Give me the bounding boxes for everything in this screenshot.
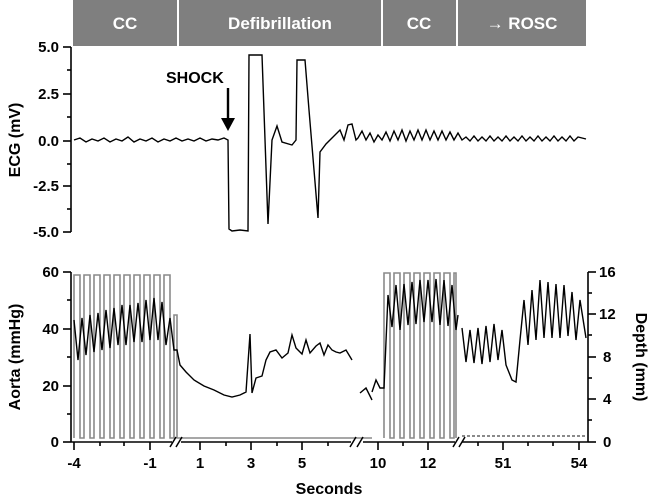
x-tick-label: 10	[370, 455, 387, 472]
aorta-y-ticks	[63, 271, 71, 443]
phase-box-defibrillation	[179, 0, 381, 46]
aorta-trace	[73, 278, 587, 401]
x-tick-label: 51	[495, 455, 512, 472]
axis-break-mark	[356, 436, 364, 448]
aorta-y-tick-label: 0	[51, 434, 59, 451]
aorta-y-tick-label: 60	[42, 264, 59, 281]
depth-y-ticks	[588, 271, 596, 443]
phase-label-cc-1: CC	[113, 14, 138, 33]
ecg-y-tick-label: -2.5	[33, 178, 59, 195]
shock-annotation: SHOCK	[166, 70, 224, 87]
x-tick-label: 3	[247, 455, 255, 472]
depth-y-tick-label: 0	[603, 434, 611, 451]
x-tick-label: -4	[67, 455, 81, 472]
phase-label-defibrillation: Defibrillation	[228, 14, 332, 33]
depth-y-tick-label: 12	[599, 306, 616, 323]
phase-box-cc-1	[73, 0, 177, 46]
axis-break-mark	[458, 436, 466, 448]
phase-label-rosc: → ROSC	[487, 14, 558, 33]
ecg-y-tick-label: 5.0	[38, 39, 59, 56]
ecg-trace	[73, 54, 587, 232]
axis-break-mark	[452, 436, 460, 448]
aorta-y-tick-label: 20	[42, 378, 59, 395]
x-tick-label: -1	[143, 455, 156, 472]
depth-trace	[73, 272, 457, 439]
x-axis-break-marks	[169, 436, 466, 448]
x-tick-label: 5	[298, 455, 306, 472]
axis-break-mark	[175, 436, 183, 448]
phase-box-cc-2	[383, 0, 456, 46]
ecg-y-ticks	[63, 46, 71, 233]
x-tick-label: 54	[571, 455, 588, 472]
depth-y-axis-title: Depth (mm)	[632, 313, 649, 402]
ecg-y-tick-label: -5.0	[33, 224, 59, 241]
phase-header: CC Defibrillation CC → ROSC	[73, 0, 586, 46]
ecg-y-tick-label: 0.0	[38, 133, 59, 150]
aorta-y-tick-label: 40	[42, 321, 59, 338]
x-axis-title: Seconds	[296, 481, 363, 498]
aorta-y-axis-title: Aorta (mmHg)	[7, 304, 24, 411]
phase-box-rosc	[458, 0, 586, 46]
depth-y-tick-label: 16	[599, 264, 616, 281]
depth-y-tick-label: 4	[603, 391, 612, 408]
ecg-y-tick-label: 2.5	[38, 86, 59, 103]
depth-y-tick-label: 8	[603, 349, 611, 366]
axis-break-mark	[169, 436, 177, 448]
hemodynamic-panel: 60 40 20 0 Aorta (mmHg) 16 12 8 4 0 Dept…	[7, 264, 649, 498]
phase-label-cc-2: CC	[407, 14, 432, 33]
ecg-y-axis-title: ECG (mV)	[7, 103, 24, 178]
x-tick-label: 1	[196, 455, 204, 472]
x-tick-label: 12	[420, 455, 437, 472]
ecg-panel: 5.0 2.5 0.0 -2.5 -5.0 ECG (mV) SHOCK	[7, 39, 587, 241]
shock-arrow-head	[221, 118, 235, 131]
x-ticks	[73, 442, 580, 450]
axis-break-mark	[349, 436, 357, 448]
